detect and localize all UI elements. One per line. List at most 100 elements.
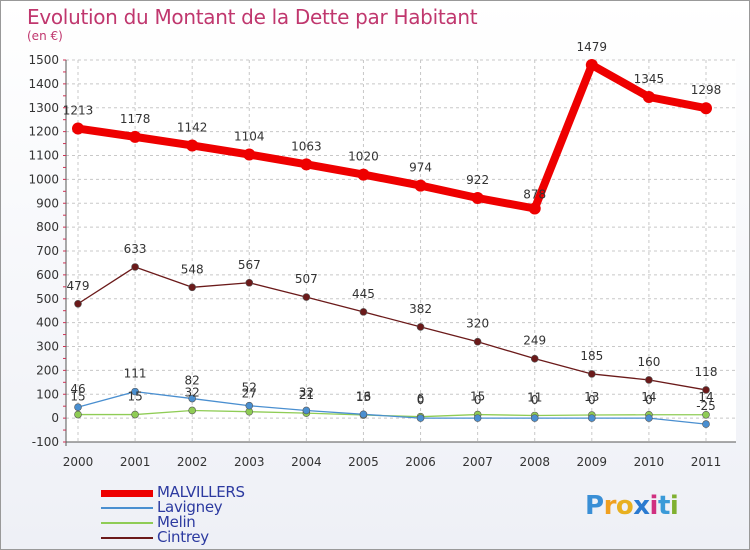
data-label: 1298 <box>691 83 722 97</box>
legend: MALVILLERS Lavigney Melin Cintrey <box>101 483 301 546</box>
data-point <box>359 410 368 419</box>
data-point <box>530 414 539 422</box>
data-label: 507 <box>295 272 318 286</box>
x-tick-label: 2003 <box>234 455 265 469</box>
data-label: 15 <box>70 390 85 404</box>
data-point <box>642 91 655 104</box>
x-tick-label: 2001 <box>120 455 151 469</box>
legend-label: Lavigney <box>157 498 223 516</box>
y-tick-label: 600 <box>36 268 59 282</box>
data-label: 13 <box>356 390 371 404</box>
data-point <box>530 354 539 363</box>
data-point <box>243 148 256 161</box>
x-tick-label: 2000 <box>63 455 94 469</box>
data-label: 1142 <box>177 120 208 134</box>
y-tick-label: 400 <box>36 316 59 330</box>
data-label: 878 <box>523 188 546 202</box>
data-label: 6 <box>417 392 425 406</box>
data-point <box>700 102 712 115</box>
data-point <box>188 283 196 292</box>
legend-label: Melin <box>157 513 196 531</box>
data-label: 0 <box>588 393 596 407</box>
y-tick-label: 1300 <box>28 101 59 115</box>
x-tick-label: 2006 <box>405 455 436 469</box>
legend-item: Cintrey <box>101 528 301 546</box>
data-label: 14 <box>698 390 713 404</box>
data-label: 11 <box>527 390 542 404</box>
y-tick-label: 700 <box>36 244 59 258</box>
data-label: 15 <box>127 390 142 404</box>
data-label: 0 <box>474 393 482 407</box>
data-label: 567 <box>238 258 261 272</box>
data-label: 1345 <box>634 72 665 86</box>
data-point <box>473 414 482 422</box>
data-label: 479 <box>67 279 90 293</box>
legend-item: Melin <box>101 513 301 531</box>
plot-area <box>66 60 736 442</box>
data-point <box>414 179 427 192</box>
data-point <box>645 376 653 384</box>
y-tick-label: -100 <box>32 435 59 449</box>
data-point <box>302 293 311 301</box>
x-tick-label: 2007 <box>462 455 493 469</box>
data-label: 46 <box>70 382 85 396</box>
data-point <box>702 420 710 428</box>
series-line-lavigney <box>77 390 707 425</box>
y-tick-label: 1100 <box>28 149 59 163</box>
legend-item: MALVILLERS <box>101 483 301 501</box>
data-point <box>245 401 254 410</box>
data-label: 1104 <box>234 130 265 144</box>
data-point <box>129 130 142 143</box>
data-point <box>131 263 139 271</box>
y-tick-label: 800 <box>36 220 59 234</box>
data-label: 0 <box>531 393 539 407</box>
data-label: 249 <box>523 334 546 348</box>
logo-letter: x <box>633 491 650 521</box>
y-tick-label: 1400 <box>28 77 59 91</box>
data-point <box>74 299 82 308</box>
data-point <box>188 394 196 403</box>
data-point <box>528 202 541 215</box>
data-point <box>585 59 598 72</box>
legend-swatch <box>101 490 153 497</box>
data-label: 548 <box>181 262 204 276</box>
data-point <box>473 337 482 346</box>
x-tick-label: 2011 <box>691 455 722 469</box>
data-point <box>357 168 370 181</box>
logo-letter: i <box>669 491 679 521</box>
data-point <box>300 158 313 171</box>
data-point <box>72 122 84 135</box>
data-label: 118 <box>695 365 718 379</box>
data-point <box>645 414 653 422</box>
data-label: 21 <box>299 388 314 402</box>
data-label: 111 <box>124 367 147 381</box>
data-label: 1213 <box>63 104 94 118</box>
data-point <box>245 278 254 287</box>
data-point <box>588 414 596 422</box>
legend-item: Lavigney <box>101 498 301 516</box>
x-tick-label: 2008 <box>519 455 550 469</box>
legend-swatch <box>101 537 153 539</box>
data-label: 922 <box>466 173 489 187</box>
data-label: 633 <box>124 242 147 256</box>
data-label: 15 <box>470 390 485 404</box>
data-label: 185 <box>580 349 603 363</box>
logo-letter: r <box>603 491 617 521</box>
y-tick-label: 900 <box>36 196 59 210</box>
data-point <box>359 308 368 316</box>
data-point <box>302 406 311 415</box>
data-point <box>74 410 82 419</box>
series-line-malvillers <box>77 61 707 213</box>
data-point <box>471 191 484 204</box>
data-point <box>588 370 596 378</box>
logo-letter: t <box>657 491 670 521</box>
data-point <box>188 406 196 415</box>
data-label: 14 <box>641 390 656 404</box>
x-tick-label: 2009 <box>577 455 608 469</box>
x-tick-label: 2005 <box>348 455 379 469</box>
logo-letter: P <box>585 491 604 521</box>
y-tick-label: 200 <box>36 363 59 377</box>
data-label: 1063 <box>291 139 322 153</box>
data-label: 32 <box>299 385 314 399</box>
